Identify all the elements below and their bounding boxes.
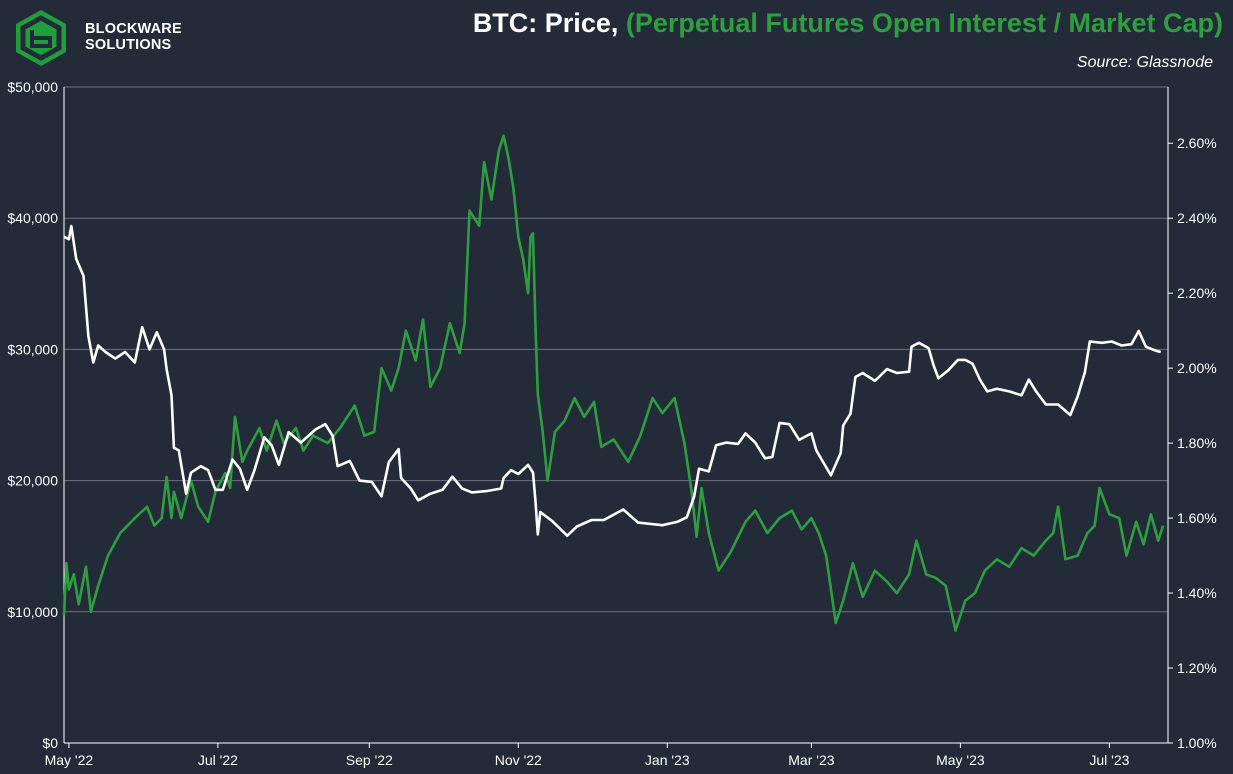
y-right-tick-label: 2.60% (1177, 135, 1217, 151)
y-left-tick-label: $0 (42, 735, 58, 751)
y-right-tick-label: 2.40% (1177, 210, 1217, 226)
x-tick-label: May '23 (936, 752, 985, 768)
y-left-tick-label: $50,000 (7, 79, 58, 95)
x-tick-label: Jul '23 (1089, 752, 1129, 768)
x-tick-label: Mar '23 (788, 752, 834, 768)
y-left-tick-label: $40,000 (7, 210, 58, 226)
chart-title-main: BTC: Price, (472, 8, 619, 38)
y-left-tick-label: $10,000 (7, 604, 58, 620)
x-tick-label: May '22 (45, 752, 94, 768)
x-tick-label: Nov '22 (495, 752, 542, 768)
y-right-tick-label: 1.80% (1177, 435, 1217, 451)
y-left-tick-label: $20,000 (7, 473, 58, 489)
y-left-tick-label: $30,000 (7, 341, 58, 357)
brand-name-line2: SOLUTIONS (85, 37, 172, 53)
chart-gridlines (64, 86, 1168, 613)
y-right-tick-label: 1.20% (1177, 660, 1217, 676)
chart-title-secondary: (Perpetual Futures Open Interest / Marke… (625, 8, 1223, 38)
oi-market-cap-ratio-line (62, 134, 1165, 632)
brand-logo: BLOCKWARE SOLUTIONS (12, 8, 182, 72)
x-tick-label: Sep '22 (346, 752, 393, 768)
blockware-hexagon-icon (16, 10, 66, 66)
chart-axes (63, 87, 1169, 744)
y-right-tick-label: 1.00% (1177, 735, 1217, 751)
y-right-tick-label: 2.20% (1177, 285, 1217, 301)
y-right-tick-label: 1.60% (1177, 510, 1217, 526)
x-tick-label: Jan '23 (645, 752, 690, 768)
brand-name-line1: BLOCKWARE (85, 21, 182, 37)
chart-tick-labels: $0 $10,000 $20,000 $30,000 $40,000 $50,000 1.0… (7, 79, 1216, 768)
chart-series (62, 134, 1165, 632)
y-right-tick-label: 2.00% (1177, 360, 1217, 376)
chart-title: BTC: Price, (Perpetual Futures Open Inte… (473, 8, 1223, 39)
chart-source: Source: Glassnode (1076, 54, 1213, 71)
btc-price-line (63, 224, 1162, 537)
y-right-tick-label: 1.40% (1177, 585, 1217, 601)
x-tick-label: Jul '22 (198, 752, 238, 768)
